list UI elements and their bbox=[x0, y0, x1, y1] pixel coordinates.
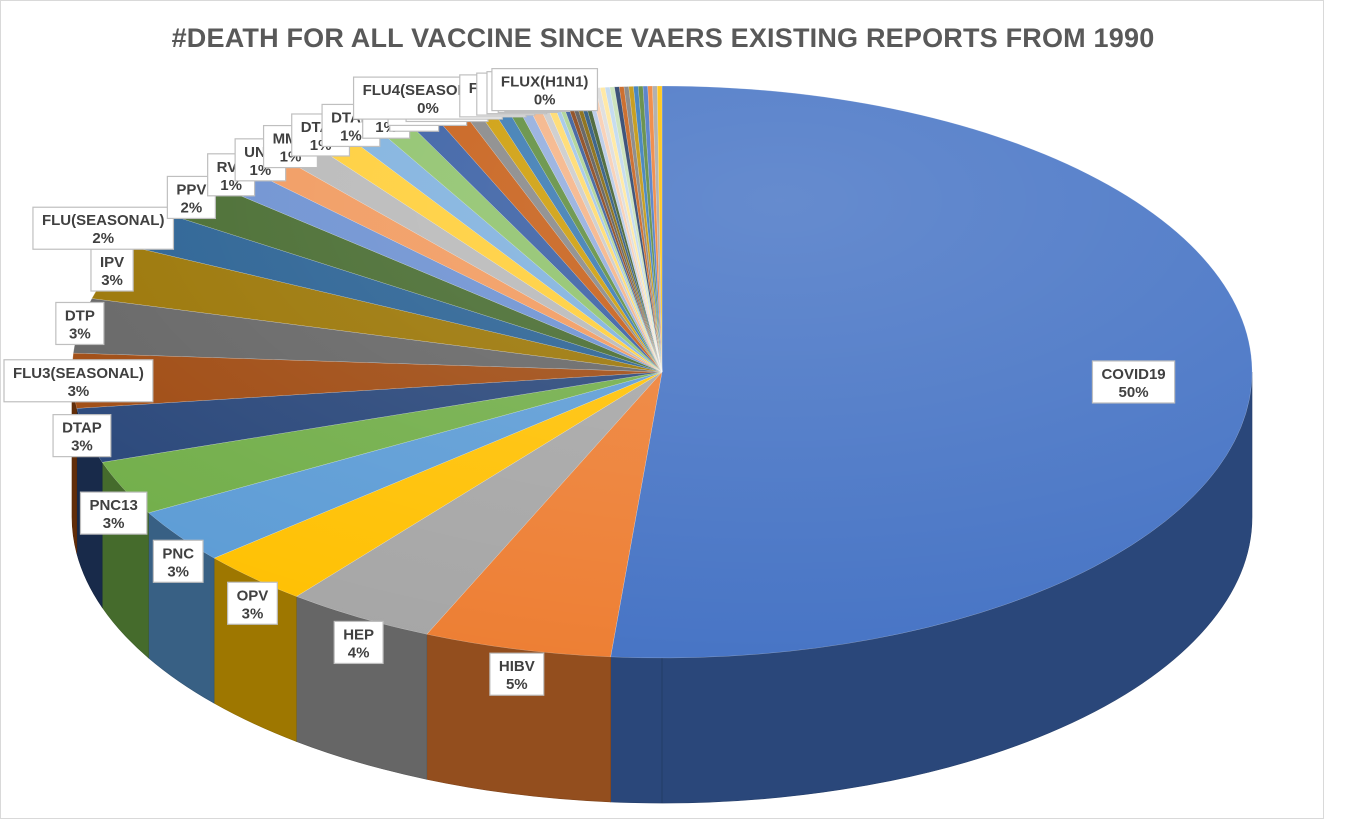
data-label-box bbox=[333, 620, 384, 665]
data-label-percent: 5% bbox=[506, 676, 528, 693]
data-label-percent: 1% bbox=[340, 127, 362, 144]
data-label-28-flux-h1n1-: FLUX(H1N1)0% bbox=[491, 68, 599, 112]
data-label-box bbox=[1091, 360, 1176, 404]
data-label-name: FLU3(SEASONAL) bbox=[13, 365, 144, 382]
data-label-name: HIBV bbox=[499, 658, 535, 675]
data-label-percent: 2% bbox=[92, 230, 114, 247]
data-label-box bbox=[227, 581, 278, 625]
data-label-box bbox=[152, 539, 204, 583]
data-label-box bbox=[489, 652, 545, 696]
data-label-percent: 3% bbox=[69, 325, 91, 342]
data-label-name: DTAP bbox=[62, 420, 102, 437]
data-label-box bbox=[3, 359, 154, 403]
data-label-name: DTP bbox=[65, 307, 95, 324]
data-label-percent: 3% bbox=[68, 383, 90, 400]
data-label-percent: 0% bbox=[534, 92, 556, 109]
data-label-percent: 3% bbox=[101, 272, 123, 289]
data-label-name: HEP bbox=[343, 626, 374, 643]
data-label-box bbox=[32, 206, 175, 250]
data-label-box bbox=[90, 248, 134, 292]
data-label-11-flu-seasonal-: FLU(SEASONAL)2% bbox=[32, 206, 175, 250]
data-label-name: COVID19 bbox=[1101, 366, 1165, 383]
pie-chart: COVID1950%HIBV5%HEP4%OPV3%PNC3%PNC133%DT… bbox=[3, 68, 1253, 804]
data-label-name: PPV bbox=[176, 181, 206, 198]
data-label-percent: 3% bbox=[242, 605, 264, 622]
data-label-percent: 3% bbox=[103, 515, 125, 532]
data-label-name: IPV bbox=[100, 254, 124, 271]
data-label-name: OPV bbox=[237, 587, 269, 604]
data-label-box bbox=[79, 491, 148, 535]
chart-title: #DEATH FOR ALL VACCINE SINCE VAERS EXIST… bbox=[171, 23, 1155, 53]
data-label-name: PNC bbox=[162, 545, 194, 562]
data-label-percent: 3% bbox=[71, 438, 93, 455]
data-label-name: FLUX(H1N1) bbox=[501, 74, 589, 91]
data-labels: COVID1950%HIBV5%HEP4%OPV3%PNC3%PNC133%DT… bbox=[3, 68, 1176, 696]
data-label-box bbox=[55, 301, 105, 346]
data-label-percent: 0% bbox=[417, 100, 439, 117]
data-label-name: FLU(SEASONAL) bbox=[42, 212, 165, 229]
data-label-box bbox=[491, 68, 599, 112]
data-label-name: PNC13 bbox=[89, 497, 137, 514]
data-label-8-flu3-seasonal-: FLU3(SEASONAL)3% bbox=[3, 359, 154, 403]
data-label-percent: 50% bbox=[1119, 384, 1149, 401]
data-label-percent: 2% bbox=[181, 199, 203, 216]
data-label-box bbox=[52, 414, 112, 458]
data-label-percent: 3% bbox=[167, 563, 189, 580]
data-label-percent: 4% bbox=[348, 644, 370, 661]
